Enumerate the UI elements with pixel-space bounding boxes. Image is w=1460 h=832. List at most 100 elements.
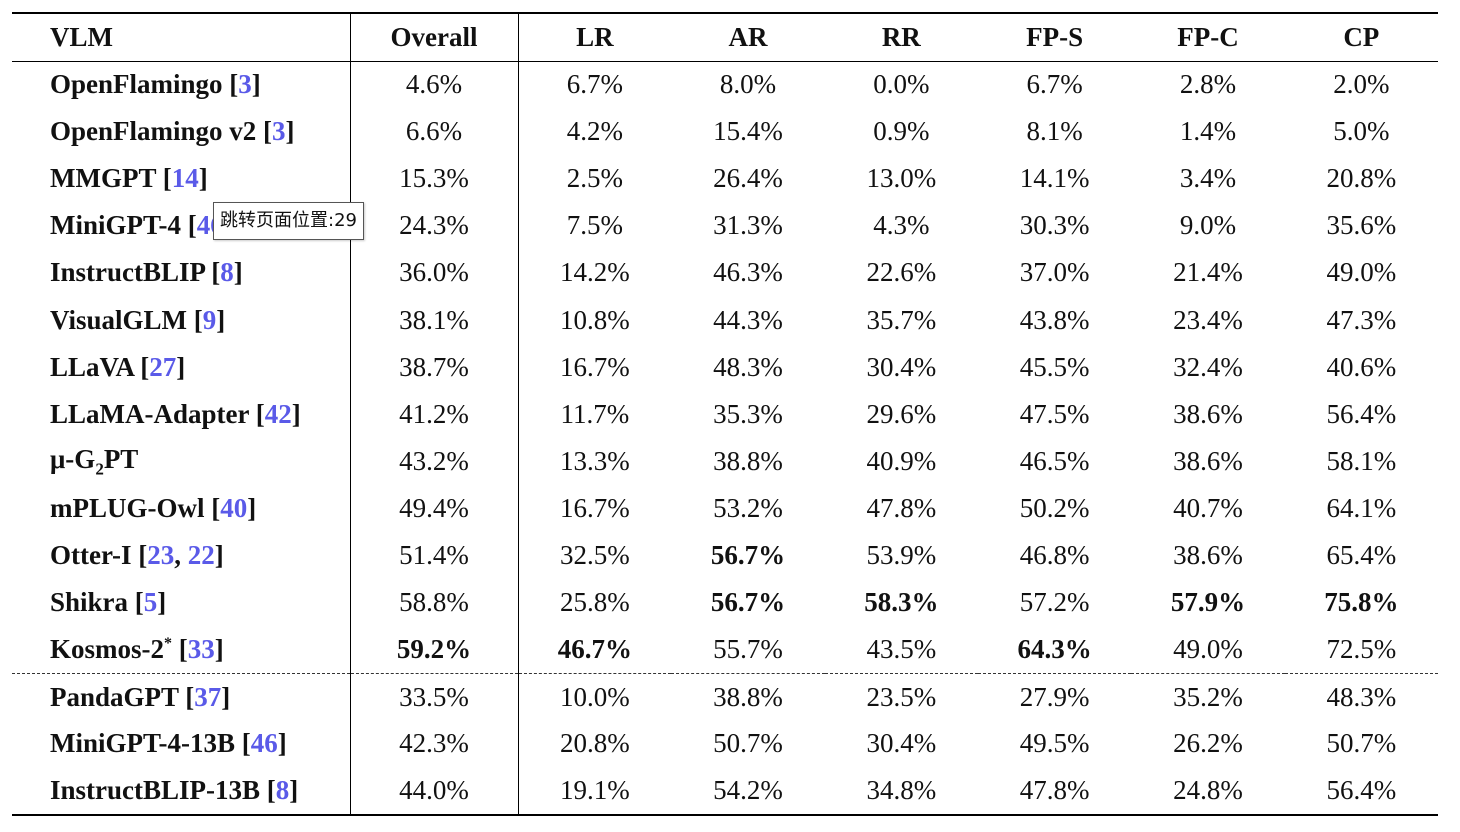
model-name-cell: Kosmos-2* [33] xyxy=(12,626,351,674)
score-fp-s: 43.8% xyxy=(1019,304,1090,335)
citation-link[interactable]: 8 xyxy=(275,774,290,805)
table-row: MMGPT [14] 15.3% 2.5% 26.4% 13.0% 14.1% 3.4% 20… xyxy=(12,155,1438,203)
score-rr: 43.5% xyxy=(866,633,937,664)
score-fp-s: 37.0% xyxy=(1019,257,1090,288)
score-overall: 36.0% xyxy=(350,249,519,297)
citation-link[interactable]: 37 xyxy=(194,681,222,712)
score-fp-s: 47.5% xyxy=(1019,398,1090,429)
score-overall: 6.6% xyxy=(350,108,519,156)
score-fp-s: 50.2% xyxy=(1019,492,1090,523)
score-rr: 35.7% xyxy=(866,304,937,335)
table-row: LLaVA [27] 38.7% 16.7% 48.3% 30.4% 45.5% 32.4%… xyxy=(12,343,1438,391)
score-rr: 0.9% xyxy=(873,116,930,147)
citation-link[interactable]: 3 xyxy=(238,69,252,100)
score-fp-c: 57.9% xyxy=(1170,587,1246,618)
model-name: Otter-I xyxy=(50,539,132,570)
model-name: MMGPT xyxy=(50,163,156,194)
citation-link[interactable]: 33 xyxy=(187,633,215,664)
citation-link[interactable]: 42 xyxy=(264,398,292,429)
score-fp-s: 46.5% xyxy=(1019,445,1090,476)
score-cp: 56.4% xyxy=(1326,398,1397,429)
score-rr: 30.4% xyxy=(866,728,937,759)
model-name: mPLUG-Owl xyxy=(50,492,205,523)
score-lr: 25.8% xyxy=(560,587,630,618)
citation-link[interactable]: 8 xyxy=(220,257,234,288)
score-fp-c: 38.6% xyxy=(1173,398,1243,429)
score-lr: 32.5% xyxy=(560,539,630,570)
score-rr: 0.0% xyxy=(873,69,930,100)
table-row: OpenFlamingo [3] 4.6% 6.7% 8.0% 0.0% 6.7% 2.8%… xyxy=(12,61,1438,109)
model-name: OpenFlamingo xyxy=(50,69,223,100)
score-cp: 40.6% xyxy=(1326,351,1397,382)
score-rr: 30.4% xyxy=(866,351,937,382)
score-overall: 4.6% xyxy=(350,61,519,109)
model-name-cell: OpenFlamingo [3] xyxy=(12,61,351,109)
score-lr: 10.0% xyxy=(518,672,672,721)
score-fp-c: 32.4% xyxy=(1173,351,1243,382)
score-rr: 40.9% xyxy=(866,445,937,476)
link-tooltip: 跳转页面位置:29 xyxy=(213,202,364,240)
header-ar: AR xyxy=(671,12,825,62)
score-overall: 43.2% xyxy=(350,437,519,485)
score-fp-c: 38.6% xyxy=(1173,539,1243,570)
header-row: VLM Overall LR AR RR FP-S FP-C CP xyxy=(12,12,1438,62)
score-cp: 56.4% xyxy=(1284,767,1438,816)
score-cp: 20.8% xyxy=(1326,163,1397,194)
model-name-cell: LLaVA [27] xyxy=(12,343,351,391)
citation-link[interactable]: 27 xyxy=(149,351,177,382)
citation-link[interactable]: 9 xyxy=(202,304,217,335)
score-overall: 38.1% xyxy=(350,296,519,344)
score-rr: 22.6% xyxy=(866,257,937,288)
citation-link[interactable]: 22 xyxy=(187,539,215,570)
model-name: μ-G xyxy=(50,443,96,474)
model-name-cell: LLaMA-Adapter [42] xyxy=(12,390,351,438)
score-lr: 19.1% xyxy=(518,767,672,816)
score-overall: 49.4% xyxy=(350,484,519,532)
score-fp-c: 24.8% xyxy=(1131,767,1285,816)
model-name-cell: OpenFlamingo v2 [3] xyxy=(12,108,351,156)
table-row: InstructBLIP [8] 36.0% 14.2% 46.3% 22.6% 37.0… xyxy=(12,249,1438,297)
score-fp-s: 46.8% xyxy=(1019,539,1090,570)
score-cp: 65.4% xyxy=(1326,539,1397,570)
score-lr: 16.7% xyxy=(560,351,630,382)
score-overall: 38.7% xyxy=(350,343,519,391)
score-rr: 13.0% xyxy=(866,163,937,194)
score-cp: 35.6% xyxy=(1326,210,1397,241)
score-fp-s: 57.2% xyxy=(1019,587,1090,618)
score-fp-s: 6.7% xyxy=(1026,69,1083,100)
score-ar: 26.4% xyxy=(713,163,783,194)
score-lr: 10.8% xyxy=(560,304,630,335)
header-fp-s: FP-S xyxy=(977,12,1132,62)
score-fp-s: 45.5% xyxy=(1019,351,1090,382)
score-fp-s: 27.9% xyxy=(977,672,1132,721)
citation-link[interactable]: 40 xyxy=(220,492,248,523)
score-cp: 5.0% xyxy=(1333,116,1390,147)
score-lr: 7.5% xyxy=(566,210,624,241)
model-name-cell: mPLUG-Owl [40] xyxy=(12,484,351,532)
score-overall: 24.3% xyxy=(350,202,519,250)
citation-link[interactable]: 46 xyxy=(250,728,278,759)
score-cp: 2.0% xyxy=(1333,69,1390,100)
score-cp: 75.8% xyxy=(1324,587,1399,618)
table-row: OpenFlamingo v2 [3] 6.6% 4.2% 15.4% 0.9% 8.1%… xyxy=(12,108,1438,156)
score-cp: 47.3% xyxy=(1326,304,1397,335)
score-lr: 14.2% xyxy=(560,257,630,288)
score-lr: 46.7% xyxy=(557,633,633,664)
score-ar: 31.3% xyxy=(713,210,783,241)
citation-link[interactable]: 3 xyxy=(272,116,286,147)
score-fp-c: 1.4% xyxy=(1179,116,1237,147)
citation-link[interactable]: 23 xyxy=(147,539,175,570)
citation-link[interactable]: 14 xyxy=(171,163,199,194)
table-row: LLaMA-Adapter [42] 41.2% 11.7% 35.3% 29.6% 47… xyxy=(12,390,1438,438)
score-rr: 53.9% xyxy=(866,539,937,570)
score-rr: 47.8% xyxy=(866,492,937,523)
score-lr: 6.7% xyxy=(566,69,624,100)
model-name: LLaMA-Adapter xyxy=(50,398,249,429)
model-name-tail: PT xyxy=(103,443,139,474)
table-body: OpenFlamingo [3] 4.6% 6.7% 8.0% 0.0% 6.7% 2.8%… xyxy=(12,61,1438,816)
model-name-cell: μ-G2PT xyxy=(12,437,351,485)
score-ar: 38.8% xyxy=(713,445,783,476)
score-cp: 48.3% xyxy=(1284,672,1438,721)
results-table: VLM Overall LR AR RR FP-S FP-C CP OpenFl… xyxy=(12,12,1438,816)
citation-link[interactable]: 5 xyxy=(143,587,158,618)
